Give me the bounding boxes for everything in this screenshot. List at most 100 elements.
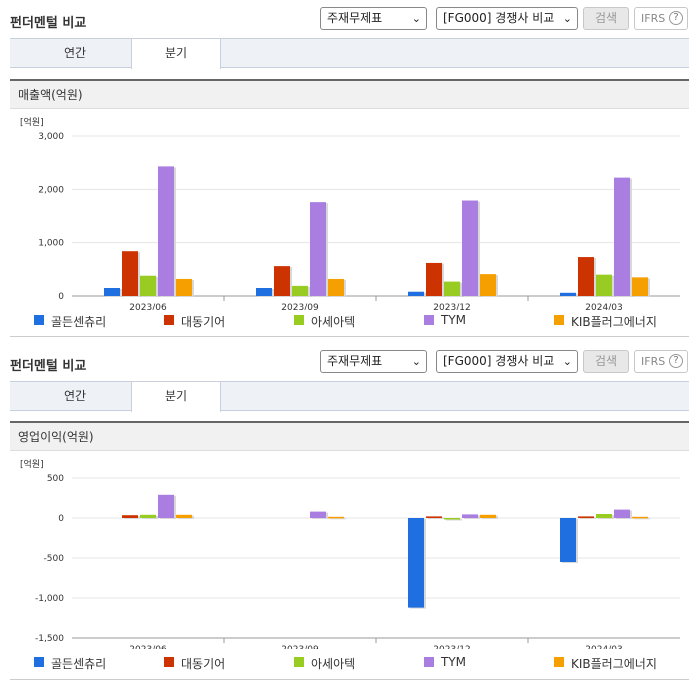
search-button[interactable]: 검색 (583, 7, 629, 30)
y-tick-label: 3,000 (38, 132, 64, 142)
y-unit-label: [억원] (20, 458, 44, 470)
bar[interactable] (462, 514, 478, 518)
legend-operating-income: 골든센츄리 대동기어 아세아텍 TYM KIB플러그에너지 (0, 655, 696, 671)
legend-revenue: 골든센츄리 대동기어 아세아텍 TYM KIB플러그에너지 (0, 313, 696, 329)
bar[interactable] (310, 202, 326, 296)
bar[interactable] (176, 514, 192, 518)
ifrs-button[interactable]: IFRS ? (634, 350, 688, 373)
legend-swatch (294, 657, 304, 667)
chart-title-revenue: 매출액(억원) (10, 79, 689, 109)
bar[interactable] (578, 516, 594, 518)
y-tick-label: -1,000 (35, 594, 64, 604)
bar-shadow (634, 517, 650, 520)
search-button[interactable]: 검색 (583, 350, 629, 373)
tab-annual[interactable]: 연간 (63, 389, 87, 403)
help-icon[interactable]: ? (669, 11, 683, 25)
bar[interactable] (596, 274, 612, 296)
x-tick-label: 2024/03 (585, 645, 622, 649)
x-tick-label: 2023/12 (433, 645, 470, 649)
x-tick-label: 2023/12 (433, 303, 470, 310)
bar[interactable] (274, 266, 290, 296)
legend-swatch (34, 657, 44, 667)
bar[interactable] (122, 251, 138, 296)
bar[interactable] (104, 288, 120, 296)
page-title: 펀더멘털 비교 (10, 16, 87, 31)
bar[interactable] (578, 257, 594, 296)
bar[interactable] (614, 509, 630, 518)
bar[interactable] (256, 288, 272, 296)
legend-label: 아세아텍 (311, 315, 356, 329)
legend-swatch (554, 657, 564, 667)
bar[interactable] (176, 278, 192, 296)
y-unit-label: [억원] (20, 116, 44, 128)
bar[interactable] (480, 514, 496, 518)
y-tick-label: 0 (58, 514, 64, 524)
bar[interactable] (408, 518, 424, 608)
tab-annual[interactable]: 연간 (63, 46, 87, 60)
legend-label: KIB플러그에너지 (571, 315, 657, 329)
chart-title-operating-income: 영업이익(억원) (10, 421, 689, 451)
bar[interactable] (426, 262, 442, 296)
bar[interactable] (426, 516, 442, 518)
bar[interactable] (596, 514, 612, 518)
statement-select[interactable]: 주재무제표 ⌄ (320, 7, 427, 30)
y-tick-label: -500 (44, 554, 65, 564)
bar[interactable] (328, 278, 344, 296)
bar[interactable] (158, 494, 174, 518)
peer-select[interactable]: [FG000] 경쟁사 비교 ⌄ (436, 7, 578, 30)
legend-swatch (164, 657, 174, 667)
bar[interactable] (158, 166, 174, 296)
tab-quarterly[interactable]: 분기 (131, 382, 221, 412)
bar[interactable] (310, 511, 326, 518)
peer-select[interactable]: [FG000] 경쟁사 비교 ⌄ (436, 350, 578, 373)
bar-shadow (446, 519, 462, 521)
legend-label: 골든센츄리 (51, 657, 107, 671)
x-tick-label: 2023/06 (129, 645, 167, 649)
bar[interactable] (560, 292, 576, 296)
legend-label: 아세아텍 (311, 657, 356, 671)
divider (10, 336, 689, 337)
bar[interactable] (632, 277, 648, 296)
bar[interactable] (140, 514, 156, 518)
statement-select[interactable]: 주재무제표 ⌄ (320, 350, 427, 373)
bar[interactable] (408, 291, 424, 296)
legend-label: 골든센츄리 (51, 315, 107, 329)
chevron-down-icon: ⌄ (562, 12, 572, 25)
legend-label: TYM (441, 655, 467, 669)
tab-quarterly[interactable]: 분기 (131, 39, 221, 69)
help-icon[interactable]: ? (669, 354, 683, 368)
ifrs-label: IFRS (641, 12, 666, 25)
y-tick-label: 0 (58, 292, 64, 302)
bar[interactable] (444, 518, 460, 520)
bar[interactable] (140, 275, 156, 296)
bar[interactable] (444, 281, 460, 296)
legend-swatch (294, 315, 304, 325)
y-tick-label: 2,000 (38, 185, 64, 195)
bar[interactable] (122, 515, 138, 518)
divider (10, 679, 689, 680)
peer-select-value: [FG000] 경쟁사 비교 (443, 11, 555, 25)
legend-swatch (424, 315, 434, 325)
legend-swatch (34, 315, 44, 325)
bar[interactable] (560, 518, 576, 562)
header-bar-2: 펀더멘털 비교 주재무제표 ⌄ [FG000] 경쟁사 비교 ⌄ 검색 IFRS… (0, 343, 696, 377)
peer-select-value: [FG000] 경쟁사 비교 (443, 354, 555, 368)
bar[interactable] (614, 177, 630, 296)
bar[interactable] (292, 285, 308, 296)
legend-label: 대동기어 (181, 657, 226, 671)
ifrs-button[interactable]: IFRS ? (634, 7, 688, 30)
bar-shadow (428, 517, 444, 519)
bar[interactable] (462, 200, 478, 296)
bar[interactable] (328, 516, 344, 519)
chevron-down-icon: ⌄ (411, 355, 421, 368)
bar[interactable] (480, 274, 496, 296)
y-tick-label: 500 (47, 474, 64, 484)
bar-shadow (330, 517, 346, 520)
tab-bar-1: 연간 분기 (10, 38, 689, 69)
statement-select-value: 주재무제표 (327, 354, 383, 368)
tab-bar-2: 연간 분기 (10, 381, 689, 412)
x-tick-label: 2023/09 (281, 645, 319, 649)
legend-swatch (424, 657, 434, 667)
bar[interactable] (632, 516, 648, 519)
operating-income-chart: [억원] -1,500 -1,000 -500 0 500 2023/06 2023/09 20… (20, 458, 680, 649)
